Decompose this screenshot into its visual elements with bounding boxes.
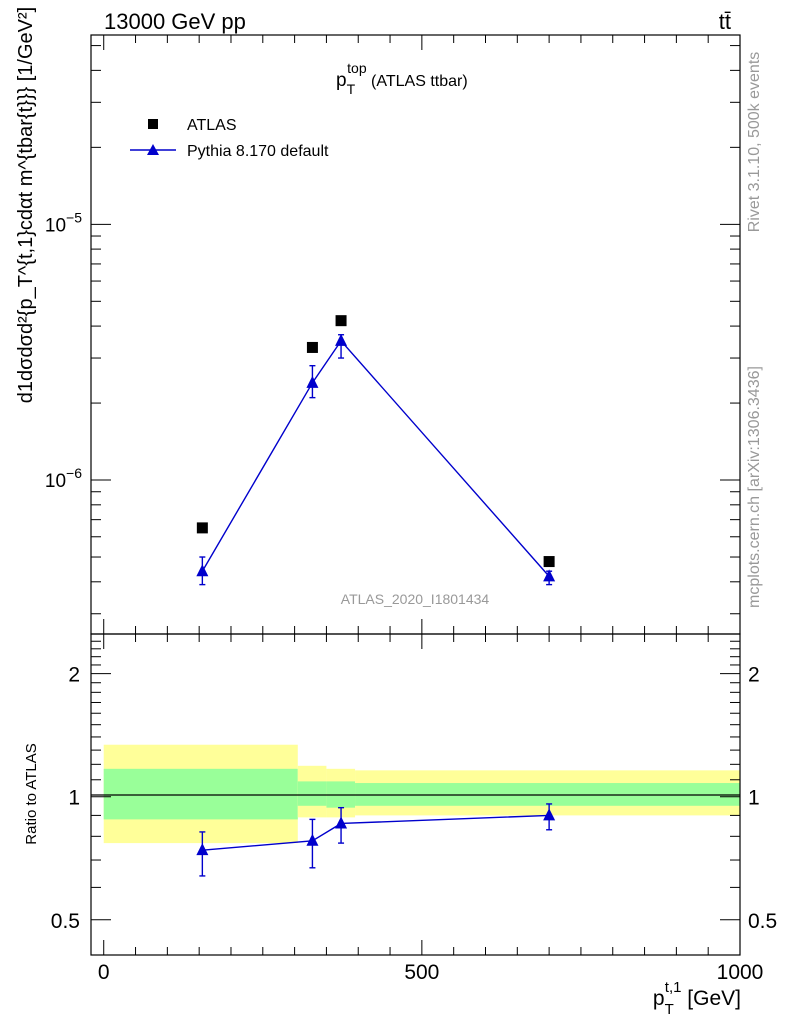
x-axis-label: pTt,1 [GeV] — [653, 979, 741, 1018]
ratio-pythia-point — [335, 816, 348, 829]
pythia-point — [335, 333, 348, 346]
legend: ATLAS Pythia 8.170 default — [130, 117, 329, 160]
x-tick-label: 0 — [98, 961, 110, 984]
x-axis-label-sup: t,1 — [665, 979, 682, 996]
ratio-frame — [90, 633, 741, 956]
main-axis-ticks: 10−5 10−6 — [45, 35, 741, 634]
x-axis-label-main: p — [653, 987, 665, 1010]
main-title: pTtop (ATLAS ttbar) — [336, 60, 468, 97]
atlas-point — [196, 522, 208, 534]
ratio-y-axis-label: Ratio to ATLAS — [23, 743, 40, 844]
main-title-sub: T — [347, 81, 356, 97]
ratio-y-tick-label: 1 — [748, 787, 760, 810]
ratio-y-tick-label: 0.5 — [51, 910, 80, 933]
main-title-main: p — [336, 70, 347, 91]
pythia-line — [201, 339, 550, 577]
main-panel: 10−5 10−6 pTtop (ATLAS ttbar) ATLAS_2020_… — [15, 7, 741, 635]
legend-label-pythia: Pythia 8.170 default — [187, 143, 329, 160]
main-title-rest: (ATLAS ttbar) — [367, 73, 468, 90]
legend-label-atlas: ATLAS — [187, 117, 237, 134]
energy-label: 13000 GeV pp — [104, 9, 246, 34]
main-data-marks — [196, 315, 556, 586]
ratio-panel: 0 500 1000 0.5 0.5 1 1 2 2 Ratio to ATLAS pTt,1 … — [23, 633, 777, 1018]
ratio-pythia-line — [202, 814, 550, 851]
atlas-point — [543, 556, 555, 568]
ratio-y-tick-label: 2 — [68, 664, 80, 687]
y-tick-label: 10−5 — [45, 209, 82, 236]
rivet-version-label: Rivet 3.1.10, 500k events — [746, 52, 763, 233]
pythia-point — [543, 569, 556, 582]
ratio-pythia-point — [543, 808, 556, 821]
pythia-point — [196, 564, 209, 577]
pythia-point — [306, 375, 319, 388]
ratio-y-tick-label: 2 — [748, 664, 760, 687]
y-axis-label: d1dσdσd²{p_T^{t,1}cdαt m^{tbar{t}}} [1/G… — [15, 7, 37, 403]
ratio-y-tick-label: 1 — [68, 787, 80, 810]
main-title-sup: top — [347, 60, 367, 76]
x-tick-label: 500 — [404, 961, 439, 984]
legend-marker-pythia — [147, 144, 159, 155]
y-tick-label: 10−6 — [45, 465, 82, 492]
ratio-pythia-point — [196, 843, 209, 856]
atlas-point — [335, 315, 347, 327]
ratio-pythia-point — [306, 833, 319, 846]
x-axis-label-rest: [GeV] — [681, 987, 741, 1010]
analysis-watermark: ATLAS_2020_I1801434 — [341, 591, 490, 607]
legend-marker-atlas — [148, 119, 158, 129]
ratio-bands — [103, 744, 740, 844]
ratio-y-tick-label: 0.5 — [748, 910, 777, 933]
mcplots-label: mcplots.cern.ch [arXiv:1306.3436] — [746, 366, 763, 608]
x-tick-label: 1000 — [717, 961, 764, 984]
atlas-point — [306, 341, 318, 353]
ratio-band-inner — [103, 768, 298, 820]
ratio-axis-ticks: 0 500 1000 0.5 0.5 1 1 2 2 — [51, 634, 777, 984]
ratio-band-inner — [297, 781, 327, 806]
ratio-data-marks — [196, 803, 556, 877]
process-label: tt̄ — [719, 9, 731, 34]
x-axis-label-sub: T — [665, 1001, 674, 1018]
